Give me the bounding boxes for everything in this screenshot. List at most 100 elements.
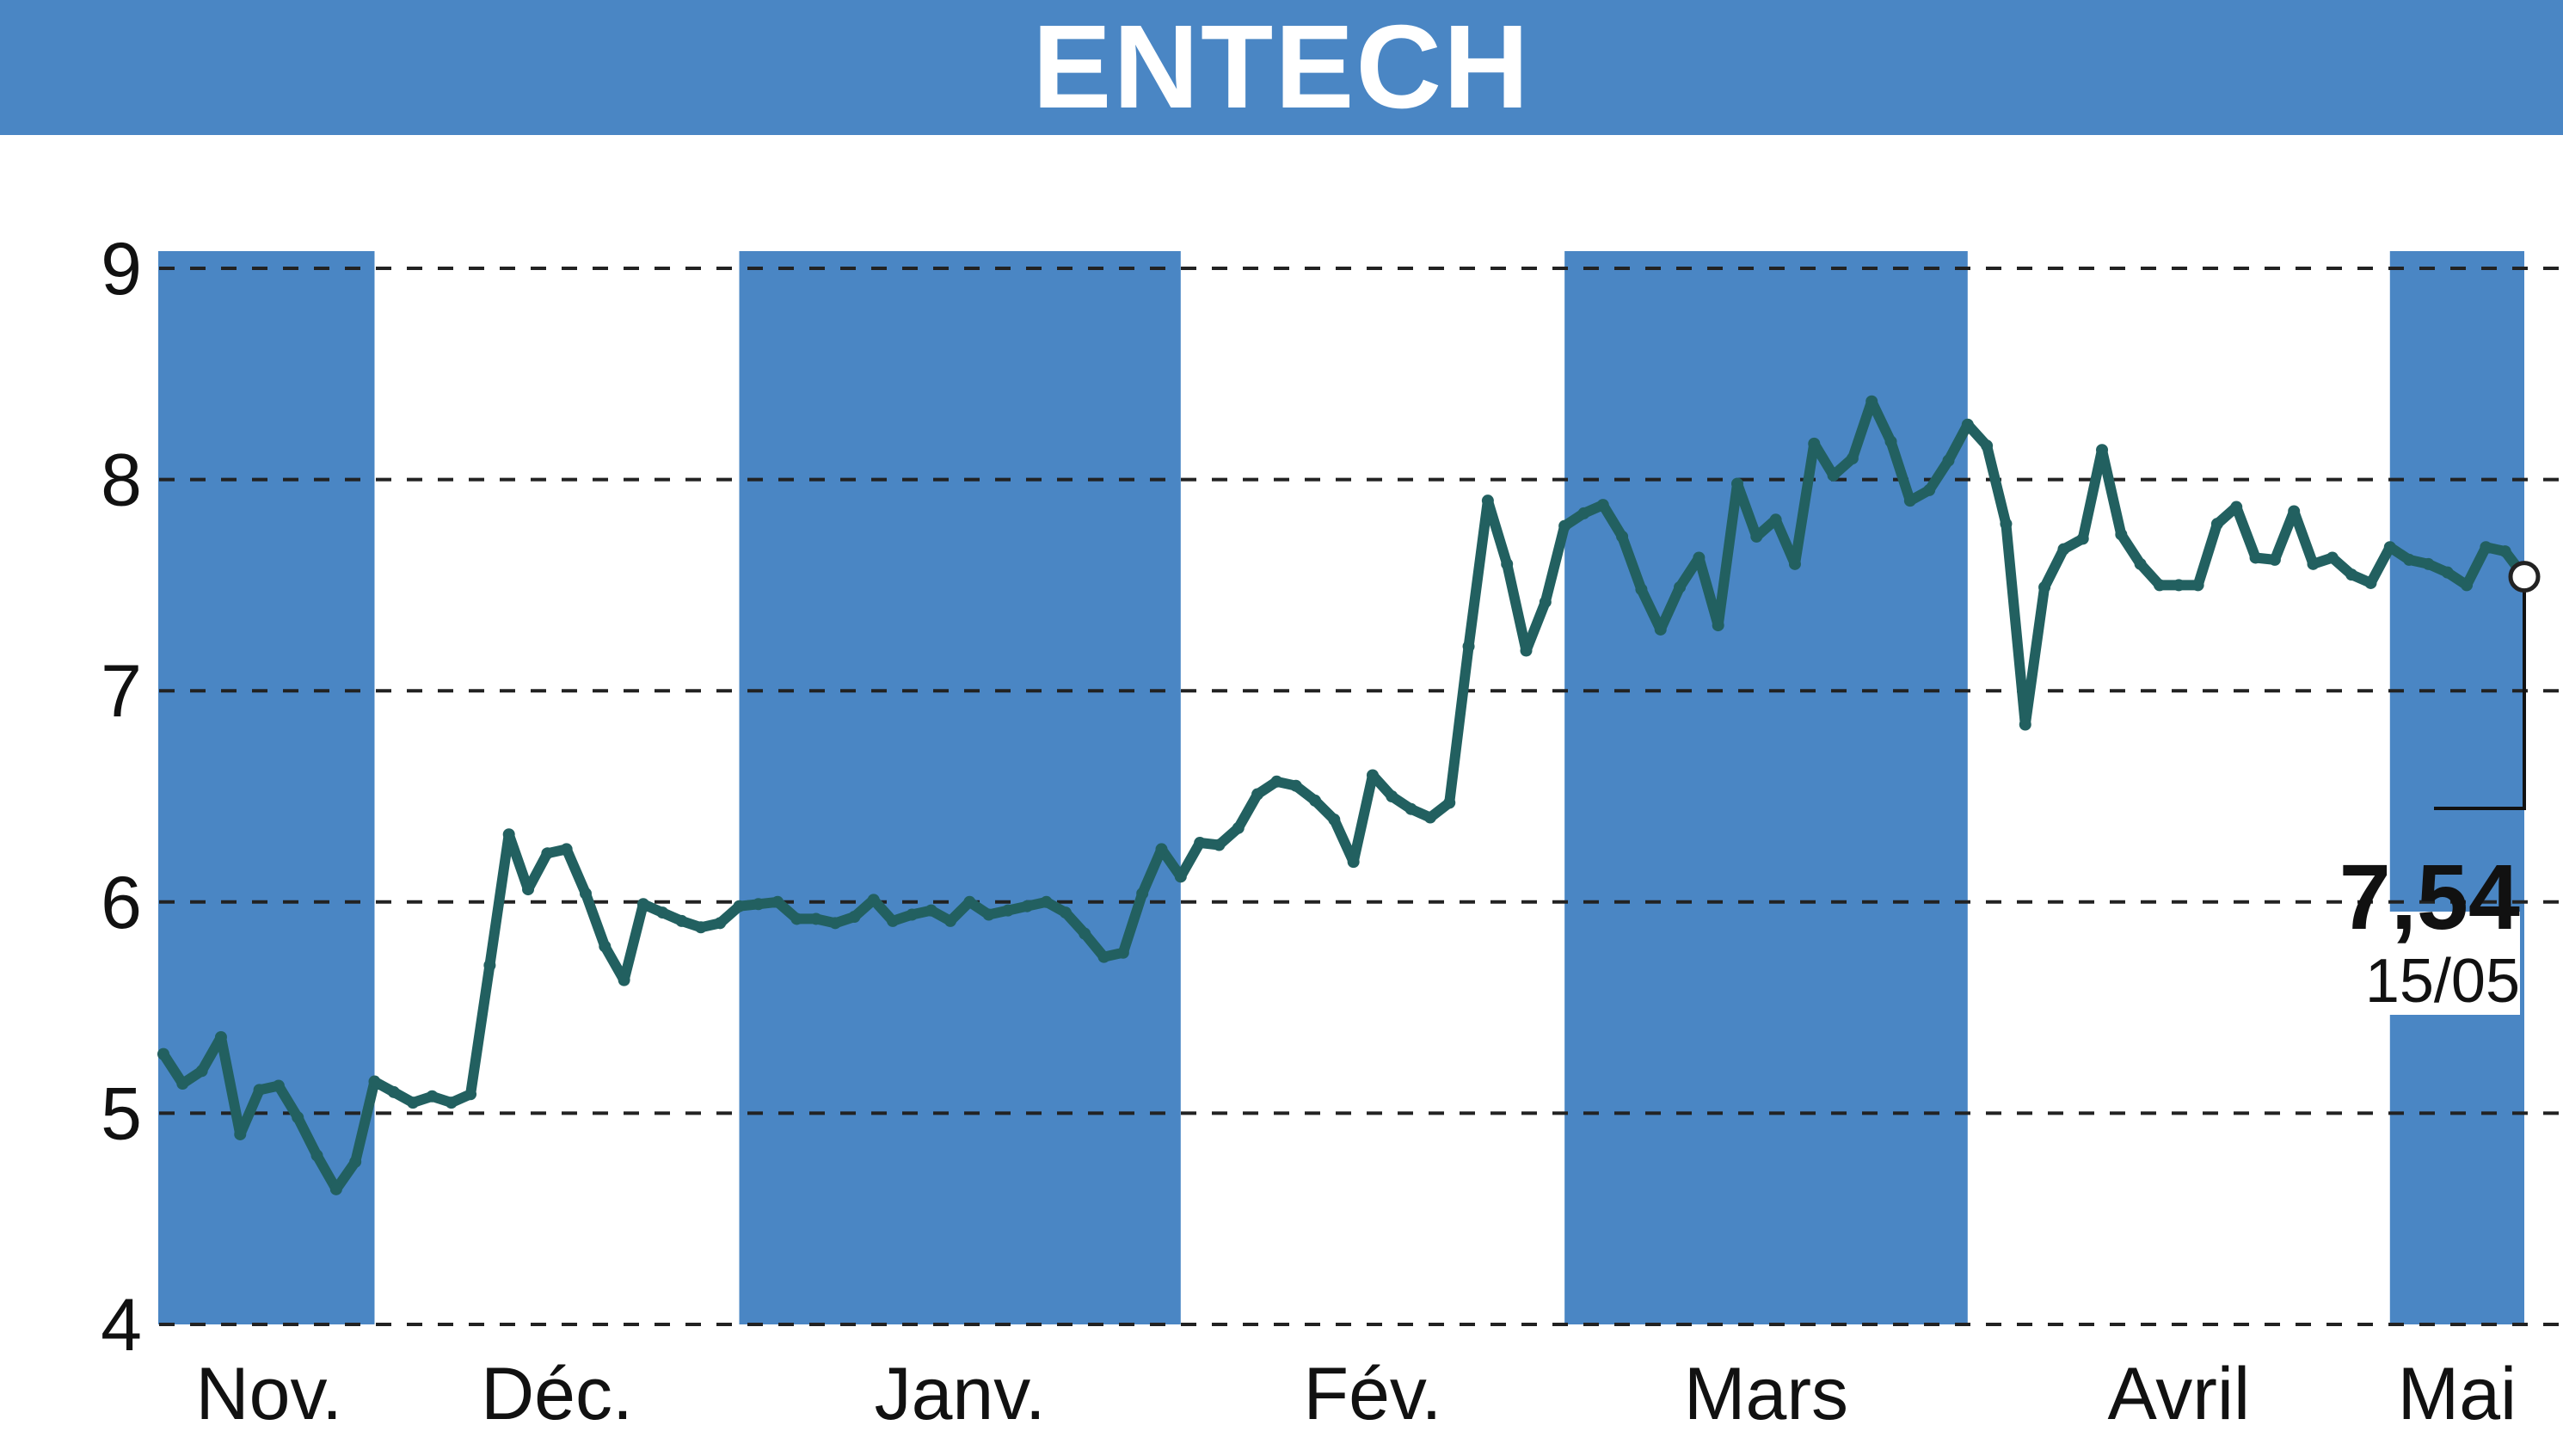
price-point — [2288, 505, 2301, 518]
price-point — [1788, 557, 1801, 570]
price-point — [656, 906, 669, 919]
price-point — [1520, 644, 1533, 657]
price-point — [1903, 495, 1916, 507]
price-point — [1539, 596, 1552, 609]
month-label: Nov. — [196, 1353, 342, 1435]
price-point — [2230, 501, 2243, 513]
value-leader-line — [2434, 576, 2526, 810]
price-point — [1386, 790, 1398, 802]
price-point — [387, 1085, 400, 1098]
price-point — [2403, 553, 2416, 566]
price-point — [1462, 640, 1475, 653]
y-axis-ticks: 4 5 6 7 8 9 — [101, 228, 142, 1367]
price-point — [733, 900, 746, 912]
price-point — [579, 887, 592, 900]
price-point — [2038, 581, 2051, 593]
month-label: Mai — [2398, 1353, 2517, 1435]
month-band — [1564, 251, 1968, 1324]
price-point — [2422, 557, 2435, 570]
price-point — [1079, 927, 1091, 940]
price-point — [2307, 557, 2320, 570]
price-point — [483, 959, 496, 972]
price-point — [848, 910, 861, 923]
price-point — [2173, 579, 2185, 592]
x-axis-month-labels: Nov. Déc. Janv. Fév. Mars Avril Mai — [196, 1353, 2517, 1435]
price-point — [2345, 568, 2358, 581]
price-point — [560, 843, 573, 856]
price-point — [1097, 950, 1110, 963]
price-point — [1232, 821, 1245, 834]
price-point — [2019, 718, 2031, 731]
price-point — [214, 1030, 227, 1043]
price-point — [464, 1088, 477, 1101]
price-point — [1750, 530, 1763, 543]
price-point — [1155, 843, 1168, 856]
y-tick-label: 9 — [101, 228, 142, 310]
price-point — [1942, 454, 1955, 467]
price-point — [1923, 483, 1936, 496]
price-point — [887, 914, 900, 927]
price-point — [1981, 439, 1994, 452]
price-point — [1501, 557, 1514, 570]
price-points — [157, 395, 2511, 1195]
price-point — [1347, 856, 1360, 869]
price-point — [1366, 769, 1379, 782]
month-band — [739, 251, 1181, 1324]
month-band — [158, 251, 375, 1324]
price-point — [2000, 518, 2013, 531]
price-point — [1021, 900, 1034, 912]
y-tick-label: 8 — [101, 439, 142, 522]
price-point — [867, 894, 880, 906]
price-point — [925, 904, 937, 917]
grid-lines — [159, 267, 2563, 1326]
price-point — [2268, 553, 2281, 566]
month-label: Mars — [1684, 1353, 1848, 1435]
price-point — [1731, 477, 1743, 490]
price-point — [522, 883, 535, 896]
price-line — [158, 396, 2529, 1195]
price-point — [1712, 619, 1724, 632]
price-point — [1577, 507, 1590, 519]
last-date-label: 15/05 — [2365, 947, 2520, 1016]
price-point — [2498, 545, 2511, 558]
price-point — [1328, 814, 1341, 826]
price-point — [714, 917, 727, 930]
price-point — [618, 974, 630, 986]
price-point — [675, 914, 688, 927]
price-point — [1865, 395, 1878, 408]
price-point — [292, 1111, 304, 1124]
price-point — [1693, 551, 1706, 564]
price-point — [1116, 946, 1129, 959]
price-point — [1059, 906, 1072, 919]
price-point — [176, 1078, 189, 1090]
price-point — [809, 912, 822, 925]
y-tick-label: 7 — [101, 650, 142, 733]
y-tick-label: 5 — [101, 1072, 142, 1155]
title-bar — [0, 0, 2563, 135]
y-tick-label: 6 — [101, 862, 142, 944]
price-point — [2096, 444, 2109, 457]
price-point — [1846, 452, 1859, 465]
price-point — [1884, 435, 1897, 448]
price-point — [502, 828, 515, 841]
price-point — [2461, 579, 2474, 592]
price-point — [1558, 519, 1571, 532]
price-point — [752, 898, 765, 911]
price-point — [1443, 796, 1456, 809]
price-point — [944, 914, 956, 927]
price-point — [599, 940, 612, 953]
price-point — [253, 1084, 266, 1097]
month-label: Déc. — [481, 1353, 633, 1435]
price-point — [1423, 811, 1436, 824]
price-point — [2076, 532, 2089, 545]
price-point — [790, 912, 803, 925]
price-point — [1194, 837, 1207, 850]
value-label-backdrop — [2322, 912, 2520, 1015]
month-label: Fév. — [1304, 1353, 1442, 1435]
price-point — [963, 895, 976, 908]
price-point — [2210, 518, 2223, 531]
price-point — [2364, 576, 2377, 589]
price-point — [771, 895, 784, 908]
price-point — [829, 917, 842, 930]
